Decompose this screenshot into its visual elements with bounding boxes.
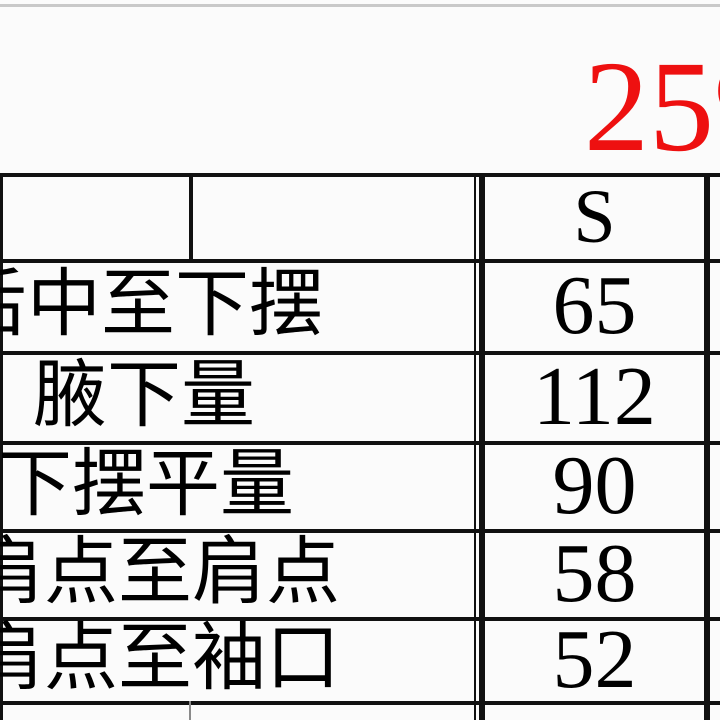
row-value-shoulder-to-shoulder: 58 — [552, 526, 637, 620]
table-border-right — [704, 173, 710, 720]
row-label-underarm-measure: 腋下量 — [33, 355, 255, 437]
bottom-row-column-divider — [189, 701, 191, 720]
row-border-5 — [0, 617, 720, 621]
row-label-shoulder-to-shoulder: 肩点至肩点 — [0, 532, 340, 614]
row-label-hem-flat-measure: 下摆平量 — [0, 444, 294, 526]
header-column-divider — [189, 173, 193, 263]
row-label-back-center-to-hem: 后中至下摆 — [0, 264, 323, 346]
value-column-border — [479, 173, 485, 720]
row-label-shoulder-to-cuff: 肩点至袖口 — [0, 618, 340, 700]
row-value-underarm-measure: 112 — [533, 349, 656, 443]
top-divider-rule — [0, 4, 720, 7]
red-number: 259 — [584, 35, 720, 179]
table-border-left — [0, 173, 3, 720]
row-border-4 — [0, 529, 720, 533]
row-value-shoulder-to-cuff: 52 — [552, 612, 637, 706]
row-border-1 — [0, 259, 720, 263]
row-value-back-center-to-hem: 65 — [552, 258, 637, 352]
size-header-cell-s: S — [573, 174, 616, 259]
row-border-6 — [0, 701, 720, 705]
row-value-hem-flat-measure: 90 — [552, 438, 637, 532]
row-border-2 — [0, 351, 720, 355]
value-column-border-thin — [474, 173, 476, 720]
row-border-3 — [0, 441, 720, 445]
table-border-top — [0, 173, 720, 177]
